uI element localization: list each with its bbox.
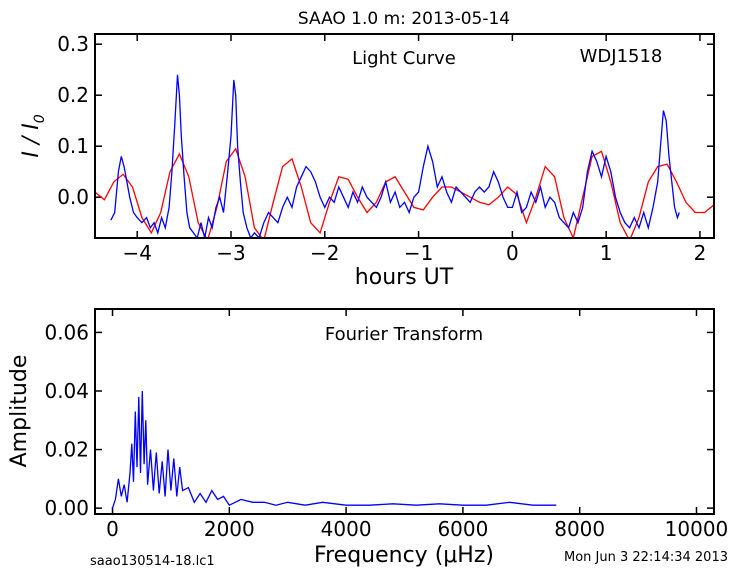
footer-filename: saao130514-18.lc1 [90, 554, 215, 569]
fourier-x-tick-label: 2000 [204, 517, 255, 541]
fourier-annotation: Fourier Transform [325, 324, 483, 345]
figure-title: SAAO 1.0 m: 2013-05-14 [298, 9, 510, 29]
fourier-x-tick-label: 6000 [437, 517, 488, 541]
light-curve-y-label: I / I0 [19, 114, 48, 157]
fourier-amplitude-line [111, 390, 557, 509]
light-curve-x-tick-label: −3 [216, 241, 245, 265]
light-curve-y-tick-label: 0.2 [57, 83, 89, 107]
fourier-x-tick-label: 8000 [554, 517, 605, 541]
light-curve-y-tick-label: 0.3 [57, 32, 89, 56]
footer-timestamp: Mon Jun 3 22:14:34 2013 [564, 550, 728, 565]
light-curve-x-tick-label: 2 [694, 241, 707, 265]
fourier-x-label: Frequency (μHz) [314, 543, 494, 568]
fourier-y-tick-label: 0.00 [44, 496, 89, 520]
light-curve-frame [94, 33, 715, 239]
fourier-y-ticks: 0.00 0.02 0.04 0.06 [44, 320, 714, 520]
fourier-y-tick-label: 0.04 [44, 379, 89, 403]
light-curve-annotation: Light Curve [352, 48, 456, 69]
light-curve-y-tick-label: 0.0 [57, 185, 89, 209]
light-curve-x-tick-label: −1 [404, 241, 433, 265]
fourier-frame [94, 308, 715, 515]
object-label: WDJ1518 [580, 46, 663, 67]
light-curve-panel: 0.0 0.1 0.2 0.3 −4 −3 −2 −1 0 1 2 Light Curve WDJ… [19, 32, 715, 290]
fourier-y-label: Amplitude [7, 355, 32, 468]
model-fit-line [95, 147, 714, 238]
light-curve-y-ticks: 0.0 0.1 0.2 0.3 [57, 32, 714, 209]
fourier-x-ticks: 0 2000 4000 6000 8000 10000 [106, 309, 728, 541]
light-curve-x-tick-label: −4 [122, 241, 151, 265]
fourier-x-tick-label: 4000 [321, 517, 372, 541]
fourier-panel: 0.000.020.040.06 0 2000 4000 6000 8000 10000 … [7, 308, 728, 568]
fourier-y-tick-label: 0.06 [44, 320, 89, 344]
fourier-x-tick-label: 10000 [665, 517, 729, 541]
light-curve-x-ticks: −4 −3 −2 −1 0 1 2 [122, 34, 706, 265]
light-curve-x-tick-label: 0 [506, 241, 519, 265]
light-curve-x-tick-label: 1 [600, 241, 613, 265]
fourier-x-tick-label: 0 [106, 517, 119, 541]
light-curve-line [110, 74, 680, 238]
fourier-y-tick-label: 0.02 [44, 438, 89, 462]
light-curve-x-label: hours UT [355, 265, 454, 290]
light-curve-y-tick-label: 0.1 [57, 134, 89, 158]
light-curve-x-tick-label: −2 [310, 241, 339, 265]
